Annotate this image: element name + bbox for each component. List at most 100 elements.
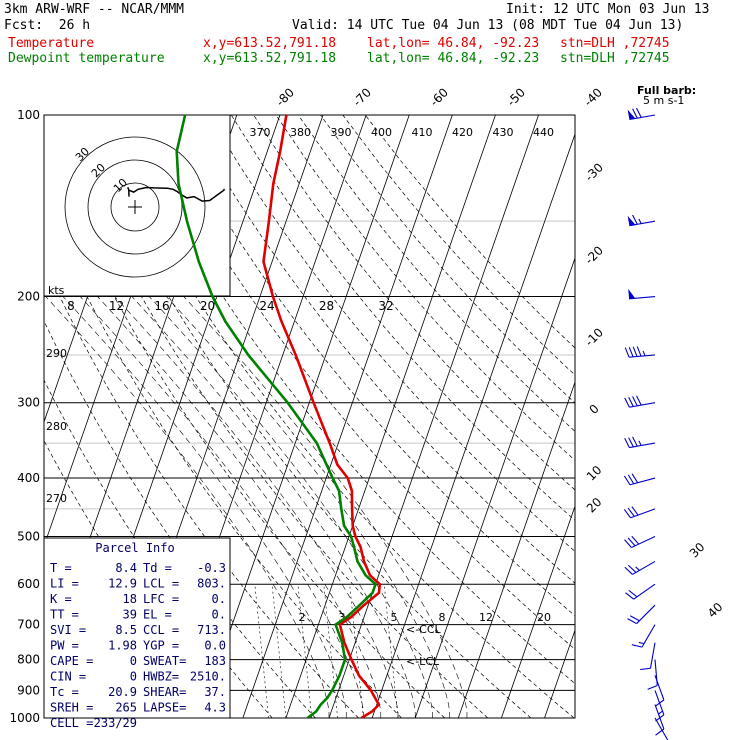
parcel-param-value: 233/29 [94,716,137,730]
wind-barb [627,107,656,121]
hodograph-trace [127,186,225,202]
barb-full [624,566,633,575]
theta-label: 430 [493,126,514,139]
pressure-tick-label: 900 [17,683,40,697]
dry-adiabat-line [320,115,575,404]
wind-barb [631,624,656,648]
dry-adiabat-label: 270 [46,492,67,505]
barb-half [658,710,663,715]
pressure-tick-label: 500 [17,529,40,543]
barb-full [624,347,630,358]
barb-full [631,473,639,483]
dry-adiabat-line [74,115,532,718]
barb-staff [633,583,656,600]
isotherm-line [242,115,453,718]
parcel-param-value: 20.9 [108,685,137,699]
parcel-param-value: 37. [204,685,226,699]
barb-staff [632,560,656,575]
isotherm-line [285,115,496,718]
parcel-param-value: 183 [204,654,226,668]
barb-full [636,395,642,406]
parcel-param-value: 0. [212,608,226,622]
pressure-tick-label: 100 [17,108,40,122]
pressure-tick-label: 800 [17,653,40,667]
mixing-ratio-line [383,584,399,718]
pressure-tick-label: 400 [17,471,40,485]
dry-adiabat-label: 290 [46,347,67,360]
wind-barb [624,346,656,358]
theta-label: 370 [250,126,271,139]
wind-scale-label: 24 [259,299,274,313]
barb-key-title: Full barb: [637,84,696,97]
isotherm-line [199,115,410,718]
isotherm-line [501,504,575,718]
wind-barb [623,473,656,486]
parcel-param-name: T = [50,561,72,575]
barb-staff [630,508,656,519]
theta-label: 440 [533,126,554,139]
parcel-param-value: 2510. [190,670,226,684]
wind-barb [623,506,656,519]
temperature-station: stn=DLH ,72745 [560,36,670,51]
barb-staff [629,402,656,408]
barb-full [628,589,638,598]
isotherm-label: 20 [584,495,605,516]
dewpoint-legend-label: Dewpoint temperature [8,51,165,66]
barb-full [631,535,640,545]
wind-barb [624,436,656,449]
barb-full [629,615,640,622]
barb-full [623,475,631,486]
parcel-param-value: -0.3 [197,561,226,575]
dry-adiabat-line [297,115,575,432]
barb-staff [654,675,665,701]
parcel-param-value: 0.0 [204,639,226,653]
lcl-mark: <-LCL [406,655,440,668]
barb-key: Full barb:5 m s-1 [637,84,696,107]
barb-full [640,667,651,671]
barb-full [632,214,638,225]
barb-staff [629,477,656,486]
barb-half [638,218,642,224]
pressure-tick-label: 1000 [9,711,40,725]
wind-scale-label: 16 [154,299,169,313]
mixing-ratio-label: 2 [299,611,306,624]
theta-label: 380 [290,126,311,139]
isotherm-label: -80 [273,85,297,109]
barb-staff [649,642,656,669]
init-time: Init: 12 UTC Mon 03 Jun 13 [506,2,710,17]
dry-adiabat-line [275,115,575,461]
barb-staff [631,535,656,548]
theta-label: 400 [371,126,392,139]
barb-full [628,437,634,448]
parcel-param-name: YGP = [143,639,179,653]
barb-staff [629,220,656,227]
dry-adiabat-line [164,115,575,617]
dry-adiabat-line [253,115,575,491]
parcel-param-value: 1.98 [108,639,137,653]
wind-barb [647,659,658,690]
isotherm-line [457,380,575,718]
barb-staff [629,442,656,449]
parcel-param-name: PW = [50,639,79,653]
parcel-param-name: LI = [50,577,79,591]
parcel-param-value: 0 [130,654,137,668]
dry-adiabat-line [97,115,575,718]
parcel-param-name: CAPE = [50,654,93,668]
parcel-param-name: LFC = [143,592,179,606]
parcel-param-value: 0. [212,592,226,606]
theta-label: 390 [331,126,352,139]
temperature-xy: x,y=613.52,791.18 [203,36,337,51]
dry-adiabat-line [342,115,575,376]
hodograph-frame [43,114,231,297]
dry-adiabat-line [44,261,359,718]
parcel-param-name: LAPSE= [143,701,186,715]
wind-barb [624,560,656,575]
parcel-param-name: Tc = [50,685,79,699]
parcel-param-name: EL = [143,608,172,622]
ccl-mark: <-CCL [406,623,442,636]
pressure-tick-label: 300 [17,396,40,410]
barb-full [627,537,636,547]
barb-staff [641,624,656,648]
wind-barb [624,535,656,548]
temperature-line [262,115,382,718]
